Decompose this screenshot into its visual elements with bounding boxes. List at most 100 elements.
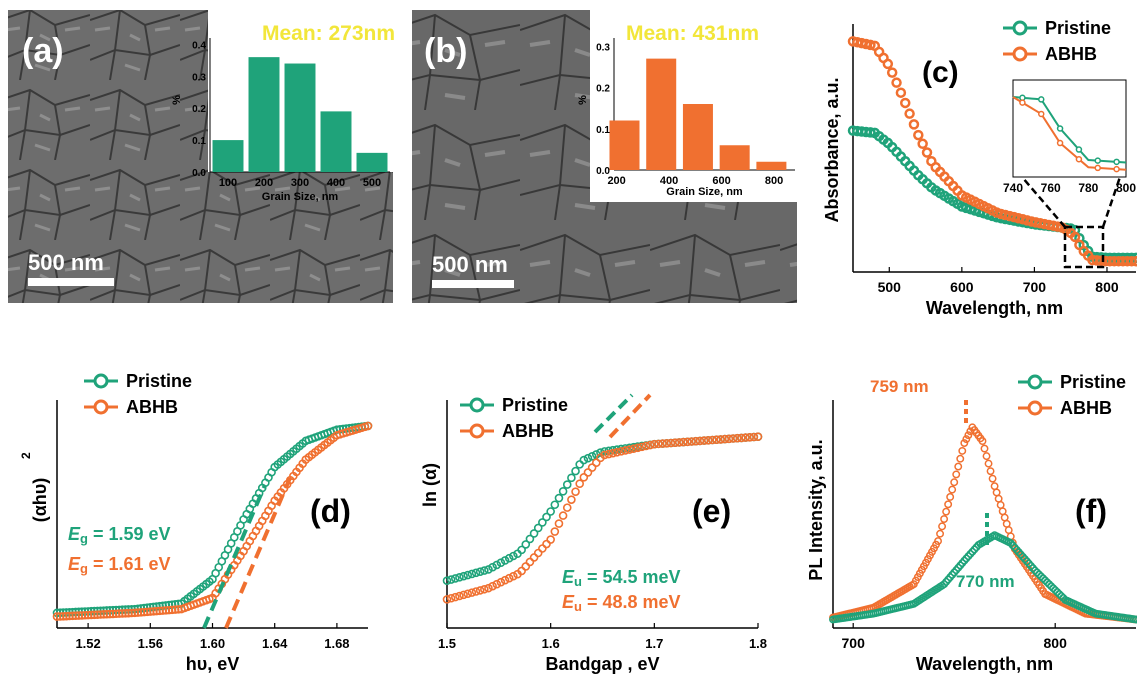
e-point-abhb — [621, 446, 630, 455]
f-point-abhb — [938, 522, 947, 531]
f-legend-label-abhb: ABHB — [1060, 398, 1112, 418]
c-inset-tick-label: 800 — [1116, 181, 1136, 195]
e-point-abhb — [691, 436, 701, 446]
tauc-plot: 1.52 1.56 1.60 1.64 1.68 hυ, eV Pristine ABHB (α… — [19, 371, 373, 674]
c-point-abhb — [1069, 231, 1081, 243]
f-point-pristine — [1045, 580, 1054, 589]
f-point-pristine — [970, 545, 979, 554]
c-x-axis-title: Wavelength, nm — [926, 298, 1063, 318]
e-point-pristine — [567, 473, 576, 483]
e-point-abhb — [463, 589, 473, 599]
e-point-abhb — [496, 577, 506, 587]
e-point-abhb — [612, 447, 622, 457]
e-point-pristine — [579, 455, 589, 465]
f-legend-marker-abhb — [1027, 400, 1043, 416]
c-point-abhb — [904, 108, 915, 119]
c-inset-line-abhb — [1012, 96, 1127, 171]
f-point-abhb — [998, 507, 1007, 516]
f-point-abhb — [944, 500, 953, 509]
eu-abhb-label: Eu = 48.8 meV — [562, 592, 681, 614]
c-inset-point-abhb — [1094, 164, 1101, 172]
f-point-abhb — [964, 431, 973, 440]
inset-b-y-tick-label: 0.2 — [596, 84, 610, 95]
inset-b-bar — [646, 58, 677, 170]
d-legend-label-abhb: ABHB — [126, 397, 178, 417]
e-point-abhb — [683, 437, 692, 447]
c-point-abhb — [908, 119, 920, 130]
f-point-abhb — [978, 437, 987, 446]
e-point-pristine — [525, 534, 535, 544]
scale-bar-b — [432, 280, 514, 288]
e-point-abhb — [567, 495, 576, 504]
e-point-pristine — [450, 574, 460, 583]
f-point-pristine — [968, 547, 977, 556]
e-point-abhb — [608, 448, 618, 458]
e-point-pristine — [571, 466, 580, 476]
c-inset-line-pristine — [1012, 95, 1127, 164]
e-point-abhb — [625, 445, 634, 454]
e-point-abhb — [737, 433, 746, 443]
c-inset-point-abhb — [1019, 99, 1026, 106]
mean-label-b: Mean: 431nm — [626, 22, 759, 45]
inset-a-y-axis-title: % — [171, 95, 183, 105]
inset-b-bar — [609, 120, 640, 170]
e-point-abhb — [662, 438, 672, 448]
panel-label-b: (b) — [424, 32, 467, 70]
e-point-pristine — [459, 571, 468, 581]
e-legend-marker-abhb — [469, 423, 485, 439]
inset-a-bar — [212, 140, 244, 172]
scale-bar-label-b: 500 nm — [432, 252, 508, 277]
f-point-pristine — [1043, 578, 1052, 587]
inset-a-x-tick-label: 300 — [291, 177, 309, 189]
e-point-abhb — [699, 436, 709, 445]
eu-pristine-label: Eu = 54.5 meV — [562, 567, 681, 589]
e-point-abhb — [753, 432, 763, 442]
e-point-abhb — [529, 553, 539, 562]
e-point-pristine — [529, 529, 539, 538]
f-point-abhb — [960, 439, 969, 447]
c-inset-tick-label: 760 — [1041, 181, 1061, 195]
c-point-abhb — [1126, 255, 1137, 267]
e-point-pristine — [500, 556, 510, 565]
c-point-abhb — [899, 97, 911, 109]
absorbance-plot: 500 600 700 800 Wavelength, nm Pristine ABHB Ab… — [822, 18, 1137, 318]
inset-b-x-tick-label: 200 — [607, 175, 625, 187]
panel-label-f: (f) — [1075, 493, 1107, 529]
e-point-pristine — [517, 545, 526, 555]
e-point-abhb — [471, 587, 481, 596]
d-y-axis-exponent: 2 — [19, 452, 33, 459]
c-inset-point-pristine — [1038, 96, 1045, 103]
e-point-abhb — [637, 442, 647, 452]
d-x-tick-label: 1.56 — [138, 636, 163, 651]
e-point-abhb — [459, 590, 468, 600]
c-inset-point-pristine — [1075, 146, 1083, 153]
c-x-tick-label: 800 — [1095, 279, 1119, 295]
e-point-abhb — [687, 437, 696, 446]
f-point-pristine — [964, 552, 973, 561]
e-point-pristine — [480, 566, 489, 575]
c-legend-label-abhb: ABHB — [1045, 44, 1097, 64]
scale-bar-a — [28, 278, 114, 286]
c-legend-marker-pristine — [1012, 20, 1028, 36]
e-point-abhb — [554, 519, 564, 528]
f-point-pristine — [966, 550, 975, 558]
f-point-abhb — [996, 501, 1005, 509]
c-point-abhb — [921, 147, 933, 158]
panel-label-a: (a) — [22, 32, 64, 70]
e-point-abhb — [533, 548, 543, 558]
e-point-abhb — [674, 438, 684, 447]
d-tangent-pristine — [202, 484, 267, 629]
d-x-tick-label: 1.64 — [262, 636, 288, 651]
inset-a-x-axis-title: Grain Size, nm — [262, 191, 339, 203]
c-x-tick-label: 600 — [950, 279, 974, 295]
e-point-abhb — [600, 450, 609, 460]
inset-a-x-tick-label: 200 — [255, 177, 273, 189]
e-point-pristine — [504, 553, 514, 563]
e-point-abhb — [467, 588, 477, 597]
c-inset-point-pristine — [1056, 125, 1064, 132]
urbach-plot: 1.5 1.6 1.7 1.8 Bandgap , eV Pristine ABHB ln (… — [420, 393, 767, 674]
f-point-abhb — [1002, 519, 1011, 528]
inset-b-bar — [756, 161, 787, 170]
e-point-pristine — [455, 573, 464, 582]
